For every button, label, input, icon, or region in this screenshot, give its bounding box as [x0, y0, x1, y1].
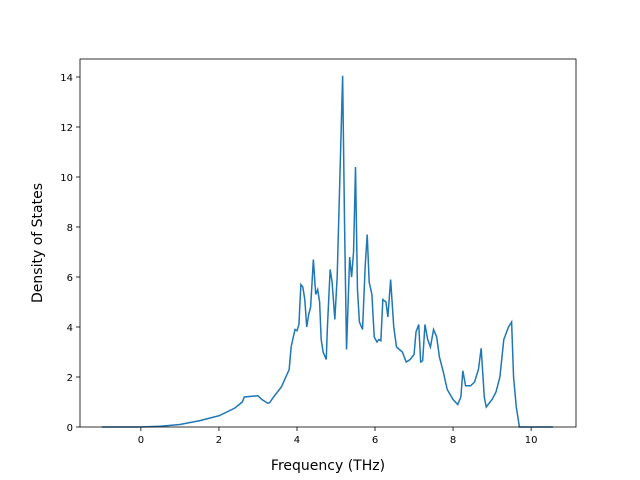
y-tick-label: 0 [67, 423, 73, 434]
y-tick-label: 4 [67, 323, 73, 334]
x-tick-label: 0 [138, 435, 144, 446]
y-tick-label: 2 [67, 373, 73, 384]
x-tick-label: 10 [525, 435, 538, 446]
y-tick-label: 14 [60, 73, 73, 84]
plot-frame [79, 58, 577, 428]
y-tick-label: 8 [67, 223, 73, 234]
x-tick-label: 6 [372, 435, 378, 446]
x-axis-title: Frequency (THz) [271, 458, 385, 474]
y-tick-label: 12 [60, 123, 73, 134]
x-tick-label: 8 [450, 435, 456, 446]
x-tick-label: 2 [216, 435, 222, 446]
x-tick-label: 4 [294, 435, 300, 446]
y-tick-label: 6 [67, 273, 73, 284]
y-axis-title: Density of States [30, 183, 46, 303]
line-series [101, 75, 553, 428]
y-tick-label: 10 [60, 173, 73, 184]
